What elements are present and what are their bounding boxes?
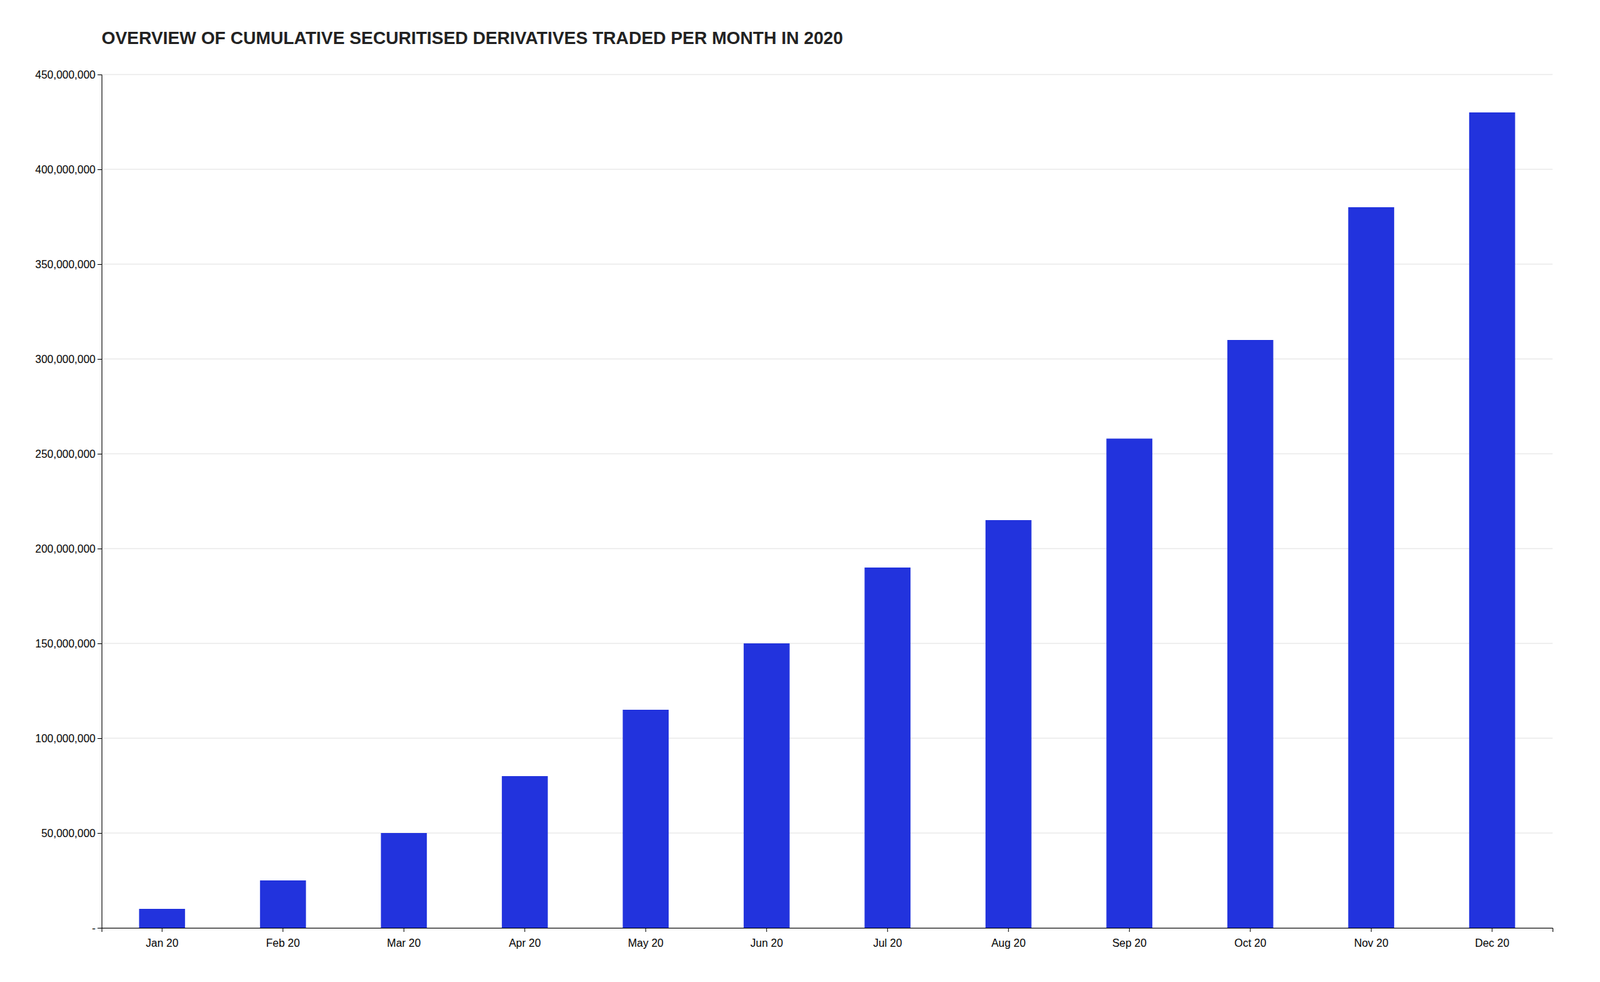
y-tick: 50,000,000 <box>41 827 102 840</box>
y-tick: 250,000,000 <box>35 448 102 460</box>
chart: - 50,000,000 100,000,000 150,000,000 200,000… <box>0 0 1600 982</box>
y-tick-label: 400,000,000 <box>35 163 96 176</box>
x-tick-mark <box>1371 928 1372 933</box>
x-tick-label: Jul 20 <box>873 937 903 950</box>
x-tick-label: Apr 20 <box>508 937 541 950</box>
grid-line <box>101 359 1553 360</box>
x-tick-mark <box>282 928 284 933</box>
grid-line <box>101 453 1553 455</box>
y-tick-mark <box>97 264 102 265</box>
y-tick-label: 450,000,000 <box>35 69 96 81</box>
y-tick-mark <box>97 738 102 740</box>
title: OVERVIEW OF CUMULATIVE SECURITISED DERIV… <box>101 27 844 49</box>
x-tick: May 20 <box>627 928 664 950</box>
y-tick: - <box>86 922 102 935</box>
y-tick: 200,000,000 <box>35 543 102 555</box>
x-tick-label: Nov 20 <box>1354 937 1389 950</box>
x-axis: Jan 20 Feb 20 Mar 20 Apr 20 May 20 Jun 20 Jul … <box>102 928 1554 950</box>
bar <box>138 909 185 929</box>
y-tick-label: 350,000,000 <box>35 258 96 271</box>
y-tick-label: 300,000,000 <box>35 353 96 366</box>
bar <box>260 880 307 929</box>
y-tick: 450,000,000 <box>35 69 102 81</box>
x-tick-label: Feb 20 <box>266 937 301 950</box>
y-tick-label: - <box>86 922 96 935</box>
grid-line <box>101 643 1553 645</box>
y-tick-mark <box>97 359 102 360</box>
x-tick-mark <box>1007 928 1009 933</box>
bars <box>138 112 1515 929</box>
y-tick-label: 250,000,000 <box>35 448 96 460</box>
y-tick-mark <box>97 548 102 550</box>
x-tick-label: Jan 20 <box>145 937 179 950</box>
grid-line <box>101 548 1553 550</box>
x-tick-mark <box>403 928 405 933</box>
bar <box>501 776 549 929</box>
x-tick: Jan 20 <box>145 928 179 950</box>
grid-line <box>101 74 1553 76</box>
bar <box>1227 340 1274 929</box>
y-tick-label: 150,000,000 <box>35 638 96 650</box>
x-tick-mark <box>887 928 889 933</box>
x-tick-label: May 20 <box>627 937 664 950</box>
bar <box>1348 207 1395 929</box>
y-tick: 400,000,000 <box>35 163 102 176</box>
bar <box>743 643 790 929</box>
x-tick-mark <box>524 928 525 933</box>
y-axis-line <box>97 75 103 929</box>
x-tick: Nov 20 <box>1354 928 1389 950</box>
y-tick: 100,000,000 <box>35 732 102 745</box>
y-tick-mark <box>97 169 102 171</box>
x-tick-mark <box>766 928 767 933</box>
y-tick-mark <box>97 453 102 455</box>
x-tick-label: Oct 20 <box>1234 937 1267 950</box>
y-tick: 150,000,000 <box>35 638 102 650</box>
x-tick-mark <box>1249 928 1251 933</box>
x-tick: Sep 20 <box>1112 928 1147 950</box>
bar <box>1469 112 1516 929</box>
grid <box>101 74 1553 929</box>
x-tick-label: Dec 20 <box>1474 937 1510 950</box>
bar <box>622 709 669 929</box>
bar <box>1106 438 1153 929</box>
x-tick-label: Sep 20 <box>1112 937 1147 950</box>
x-tick-mark <box>1129 928 1130 933</box>
grid-line <box>101 169 1553 171</box>
x-tick: Jun 20 <box>750 928 784 950</box>
y-tick-mark <box>97 74 102 76</box>
y-tick-mark <box>97 928 102 929</box>
x-tick-mark <box>1491 928 1493 933</box>
grid-line <box>101 738 1553 740</box>
x-tick-mark <box>161 928 163 933</box>
y-tick-mark <box>97 833 102 834</box>
y-axis: - 50,000,000 100,000,000 150,000,000 200,000… <box>35 69 102 935</box>
x-tick-label: Jun 20 <box>750 937 784 950</box>
y-tick-label: 50,000,000 <box>41 827 96 840</box>
bar <box>380 833 427 929</box>
x-tick-label: Mar 20 <box>386 937 421 950</box>
y-tick: 300,000,000 <box>35 353 102 366</box>
x-tick: Dec 20 <box>1474 928 1510 950</box>
y-tick-mark <box>97 643 102 645</box>
x-tick: Jul 20 <box>873 928 903 950</box>
y-tick-label: 100,000,000 <box>35 732 96 745</box>
grid-line <box>101 264 1553 265</box>
x-tick: Mar 20 <box>386 928 421 950</box>
x-tick: Apr 20 <box>508 928 541 950</box>
x-tick: Aug 20 <box>991 928 1026 950</box>
y-tick: 350,000,000 <box>35 258 102 271</box>
y-tick-label: 200,000,000 <box>35 543 96 555</box>
x-tick-label: Aug 20 <box>991 937 1026 950</box>
plot: - 50,000,000 100,000,000 150,000,000 200,000… <box>35 69 1553 950</box>
x-tick: Feb 20 <box>266 928 301 950</box>
bar <box>985 520 1032 929</box>
x-tick-mark <box>645 928 647 933</box>
x-tick: Oct 20 <box>1234 928 1267 950</box>
x-axis-line <box>102 928 1554 933</box>
bar <box>864 567 911 929</box>
grid-line <box>101 833 1553 834</box>
